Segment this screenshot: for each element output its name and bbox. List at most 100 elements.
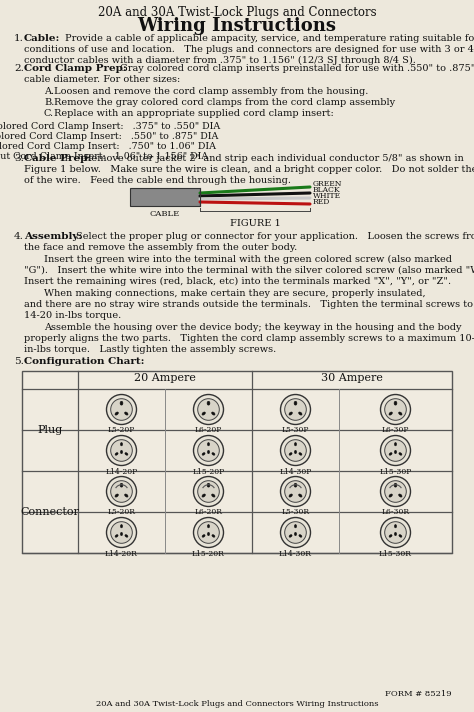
Text: WHITE: WHITE	[313, 192, 341, 199]
Ellipse shape	[389, 453, 392, 455]
Ellipse shape	[394, 483, 397, 487]
Ellipse shape	[207, 402, 210, 405]
Ellipse shape	[212, 494, 215, 497]
Text: Assemble the housing over the device body; the keyway in the housing and the bod: Assemble the housing over the device bod…	[44, 323, 462, 332]
Text: L14-30P: L14-30P	[279, 468, 312, 476]
Ellipse shape	[120, 525, 123, 528]
Circle shape	[385, 481, 406, 502]
Circle shape	[381, 476, 410, 506]
Circle shape	[193, 476, 224, 506]
Circle shape	[381, 436, 410, 466]
Ellipse shape	[294, 443, 297, 446]
Ellipse shape	[212, 535, 215, 538]
Text: Cable:: Cable:	[24, 34, 60, 43]
Text: BLACK: BLACK	[313, 187, 341, 194]
Ellipse shape	[389, 494, 392, 497]
Text: L15-20P: L15-20P	[192, 468, 225, 476]
Circle shape	[385, 440, 406, 461]
Ellipse shape	[208, 525, 210, 528]
Ellipse shape	[212, 453, 215, 455]
Text: conductor cables with a diameter from .375" to 1.156" (12/3 SJ through 8/4 S).: conductor cables with a diameter from .3…	[24, 56, 416, 65]
Ellipse shape	[289, 494, 292, 497]
Ellipse shape	[299, 535, 302, 538]
Ellipse shape	[120, 402, 123, 405]
Text: Without Cord Clamp Insert:   1.06" to 1.156" DIA: Without Cord Clamp Insert: 1.06" to 1.15…	[0, 152, 208, 161]
Ellipse shape	[289, 453, 292, 455]
Text: Gray Colored Cord Clamp Insert:   .550" to .875" DIA: Gray Colored Cord Clamp Insert: .550" to…	[0, 132, 218, 141]
Bar	[130, 188, 200, 206]
Ellipse shape	[115, 453, 118, 455]
Text: 2.: 2.	[14, 64, 24, 73]
Circle shape	[198, 399, 219, 420]
Ellipse shape	[294, 533, 297, 535]
Text: in-lbs torque.   Lastly tighten the assembly screws.: in-lbs torque. Lastly tighten the assemb…	[24, 345, 276, 354]
Ellipse shape	[207, 483, 210, 487]
Text: L6-20P: L6-20P	[195, 426, 222, 434]
Ellipse shape	[394, 525, 397, 528]
Text: Figure 1 below.   Make sure the wire is clean, and a bright copper color.   Do n: Figure 1 below. Make sure the wire is cl…	[24, 165, 474, 174]
Circle shape	[193, 518, 224, 548]
Text: "G").   Insert the white wire into the terminal with the silver colored screw (a: "G"). Insert the white wire into the ter…	[24, 266, 474, 275]
Circle shape	[111, 522, 132, 543]
Ellipse shape	[289, 412, 292, 415]
Circle shape	[381, 518, 410, 548]
Text: 30 Ampere: 30 Ampere	[321, 373, 383, 383]
Text: L5-30R: L5-30R	[282, 508, 310, 516]
Circle shape	[107, 436, 137, 466]
Text: 20A and 30A Twist-Lock Plugs and Connectors Wiring Instructions: 20A and 30A Twist-Lock Plugs and Connect…	[96, 700, 378, 708]
Text: Insert the green wire into the terminal with the green colored screw (also marke: Insert the green wire into the terminal …	[44, 255, 452, 264]
Text: GREEN: GREEN	[313, 181, 343, 189]
Text: 14-20 in-lbs torque.: 14-20 in-lbs torque.	[24, 311, 121, 320]
Text: L6-30R: L6-30R	[382, 508, 410, 516]
Text: Cable Prep:: Cable Prep:	[24, 154, 91, 163]
Text: Replace with an appropriate supplied cord clamp insert:: Replace with an appropriate supplied cor…	[54, 109, 334, 118]
Text: L5-30P: L5-30P	[282, 426, 309, 434]
Ellipse shape	[389, 412, 392, 415]
Ellipse shape	[394, 533, 397, 535]
Circle shape	[193, 394, 224, 424]
Text: Cord Clamp Prep:: Cord Clamp Prep:	[24, 64, 127, 73]
Circle shape	[285, 440, 306, 461]
Circle shape	[285, 522, 306, 543]
Ellipse shape	[294, 483, 297, 487]
Text: of the wire.   Feed the cable end through the housing.: of the wire. Feed the cable end through …	[24, 176, 291, 185]
Ellipse shape	[125, 412, 128, 415]
Circle shape	[111, 440, 132, 461]
Ellipse shape	[208, 451, 210, 454]
Text: 20A and 30A Twist-Lock Plugs and Connectors: 20A and 30A Twist-Lock Plugs and Connect…	[98, 6, 376, 19]
Circle shape	[281, 476, 310, 506]
Text: FIGURE 1: FIGURE 1	[229, 219, 281, 228]
Text: 20 Ampere: 20 Ampere	[134, 373, 196, 383]
Text: and there are no stray wire strands outside the terminals.   Tighten the termina: and there are no stray wire strands outs…	[24, 300, 473, 309]
Circle shape	[107, 518, 137, 548]
Circle shape	[281, 436, 310, 466]
Text: When making connections, make certain they are secure, properly insulated,: When making connections, make certain th…	[44, 289, 426, 298]
Text: Plug: Plug	[37, 425, 63, 435]
Text: L6-30P: L6-30P	[382, 426, 409, 434]
Ellipse shape	[120, 443, 123, 446]
Text: Select the proper plug or connector for your application.   Loosen the screws fr: Select the proper plug or connector for …	[76, 232, 474, 241]
Ellipse shape	[399, 494, 402, 497]
Ellipse shape	[399, 453, 402, 455]
Text: RED: RED	[313, 197, 330, 206]
Ellipse shape	[289, 535, 292, 538]
Ellipse shape	[125, 453, 128, 455]
Circle shape	[198, 440, 219, 461]
Ellipse shape	[299, 453, 302, 455]
Bar	[22, 371, 452, 553]
Text: L14-20P: L14-20P	[105, 468, 137, 476]
Text: L6-20R: L6-20R	[194, 508, 222, 516]
Text: cable diameter. For other sizes:: cable diameter. For other sizes:	[24, 75, 180, 84]
Text: CABLE: CABLE	[150, 210, 180, 218]
Text: L15-30P: L15-30P	[379, 468, 412, 476]
Text: L5-20R: L5-20R	[108, 508, 136, 516]
Ellipse shape	[115, 494, 118, 497]
Text: L15-20R: L15-20R	[192, 550, 225, 557]
Circle shape	[385, 522, 406, 543]
Text: L14-30R: L14-30R	[279, 550, 312, 557]
Ellipse shape	[120, 483, 123, 487]
Ellipse shape	[202, 494, 205, 497]
Circle shape	[198, 522, 219, 543]
Ellipse shape	[399, 535, 402, 538]
Text: the face and remove the assembly from the outer body.: the face and remove the assembly from th…	[24, 243, 297, 252]
